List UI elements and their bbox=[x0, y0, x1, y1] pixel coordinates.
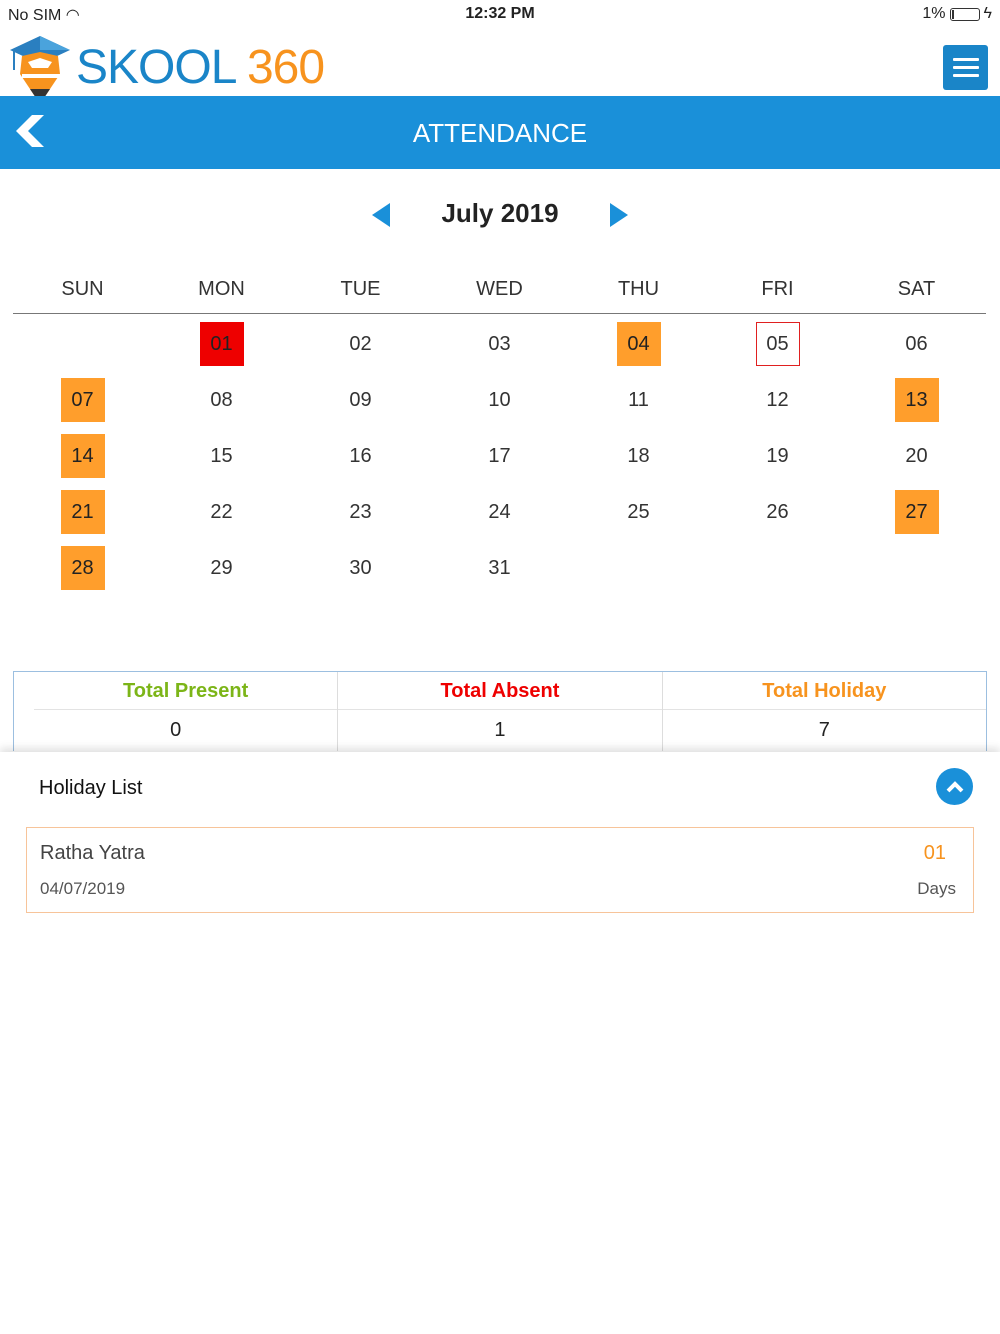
brand-part2: 360 bbox=[246, 41, 325, 94]
battery-percent: 1% bbox=[922, 5, 946, 22]
weekday-mon: MON bbox=[198, 278, 245, 300]
holiday-list-panel: Holiday List Ratha Yatra 04/07/2019 01 D… bbox=[0, 752, 1000, 1334]
present-value: 0 bbox=[170, 719, 182, 741]
holiday-value: 7 bbox=[818, 719, 830, 741]
calendar-day[interactable]: 26 bbox=[766, 501, 789, 523]
absent-column: Total Absent 1 bbox=[337, 672, 662, 751]
back-icon[interactable] bbox=[12, 111, 52, 151]
calendar-day-holiday[interactable]: 27 bbox=[894, 490, 939, 534]
carrier: No SIM ◠ bbox=[8, 5, 80, 25]
present-label: Total Present bbox=[34, 672, 338, 710]
next-month-icon[interactable] bbox=[608, 202, 630, 228]
calendar-day[interactable]: 18 bbox=[627, 445, 650, 467]
calendar-day[interactable]: 10 bbox=[488, 389, 511, 411]
weekday-fri: FRI bbox=[761, 278, 794, 300]
calendar-day[interactable]: 03 bbox=[488, 333, 511, 355]
divider bbox=[13, 313, 986, 314]
calendar-day[interactable]: 25 bbox=[627, 501, 650, 523]
menu-button[interactable] bbox=[943, 45, 988, 90]
holiday-label: Total Holiday bbox=[662, 672, 986, 710]
absent-value: 1 bbox=[494, 719, 506, 741]
weekday-sat: SAT bbox=[897, 278, 936, 300]
calendar-day-holiday[interactable]: 07 bbox=[60, 378, 105, 422]
calendar-day-holiday[interactable]: 14 bbox=[60, 434, 105, 478]
calendar-day-holiday[interactable]: 04 bbox=[616, 322, 661, 366]
carrier-text: No SIM bbox=[8, 7, 62, 24]
calendar-day[interactable]: 11 bbox=[628, 389, 649, 411]
calendar-day[interactable]: 22 bbox=[210, 501, 233, 523]
holiday-days-count: 01 bbox=[923, 842, 946, 864]
logo-icon bbox=[10, 36, 70, 104]
holiday-list-title: Holiday List bbox=[39, 777, 143, 799]
clock: 12:32 PM bbox=[465, 5, 535, 22]
calendar-day[interactable]: 23 bbox=[349, 501, 372, 523]
weekday-header: SUN MON TUE WED THU FRI SAT bbox=[13, 278, 986, 301]
calendar-day[interactable]: 29 bbox=[210, 557, 233, 579]
chevron-up-icon bbox=[946, 780, 963, 792]
calendar-day[interactable]: 02 bbox=[349, 333, 372, 355]
calendar-day[interactable]: 15 bbox=[210, 445, 233, 467]
calendar-day-holiday[interactable]: 21 bbox=[60, 490, 105, 534]
brand-name: SKOOL 360 bbox=[76, 40, 325, 95]
status-bar: No SIM ◠ 12:32 PM 1% ϟ bbox=[0, 0, 1000, 28]
holiday-date: 04/07/2019 bbox=[40, 879, 126, 898]
calendar-day-holiday[interactable]: 28 bbox=[60, 546, 105, 590]
calendar-day[interactable]: 16 bbox=[349, 445, 372, 467]
holiday-item[interactable]: Ratha Yatra 04/07/2019 01 Days bbox=[26, 827, 974, 913]
wifi-icon: ◠ bbox=[65, 7, 80, 24]
calendar-day-today[interactable]: 05 bbox=[755, 322, 800, 366]
present-column: Total Present 0 bbox=[14, 672, 338, 751]
month-label: July 2019 bbox=[441, 198, 559, 228]
weekday-wed: WED bbox=[476, 278, 523, 300]
weekday-tue: TUE bbox=[340, 278, 381, 300]
holiday-name: Ratha Yatra bbox=[40, 842, 145, 864]
prev-month-icon[interactable] bbox=[370, 202, 392, 228]
holiday-column: Total Holiday 7 bbox=[661, 672, 986, 751]
calendar-day[interactable]: 17 bbox=[488, 445, 511, 467]
calendar-day[interactable]: 06 bbox=[905, 333, 928, 355]
calendar-day-holiday[interactable]: 13 bbox=[894, 378, 939, 422]
calendar-day-absent[interactable]: 01 bbox=[199, 322, 244, 366]
calendar-day[interactable]: 20 bbox=[905, 445, 928, 467]
weekday-thu: THU bbox=[617, 278, 660, 300]
battery-icon bbox=[949, 7, 980, 21]
calendar-day[interactable]: 24 bbox=[488, 501, 511, 523]
calendar-day[interactable]: 31 bbox=[488, 557, 511, 579]
calendar-day[interactable]: 30 bbox=[349, 557, 372, 579]
calendar-day[interactable]: 09 bbox=[349, 389, 372, 411]
calendar-day[interactable]: 08 bbox=[210, 389, 233, 411]
charging-icon: ϟ bbox=[983, 5, 992, 22]
page-title: ATTENDANCE bbox=[412, 118, 588, 148]
calendar-day[interactable]: 19 bbox=[766, 445, 789, 467]
collapse-button[interactable] bbox=[936, 768, 973, 805]
holiday-days-unit: Days bbox=[917, 879, 956, 898]
attendance-summary: Total Present 0 Total Absent 1 Total Holid… bbox=[13, 671, 987, 751]
brand-part1: SKOOL bbox=[76, 41, 236, 94]
header-bar: ATTENDANCE bbox=[0, 96, 1000, 169]
weekday-sun: SUN bbox=[61, 278, 104, 300]
calendar-day[interactable]: 12 bbox=[766, 389, 789, 411]
absent-label: Total Absent bbox=[338, 672, 662, 710]
